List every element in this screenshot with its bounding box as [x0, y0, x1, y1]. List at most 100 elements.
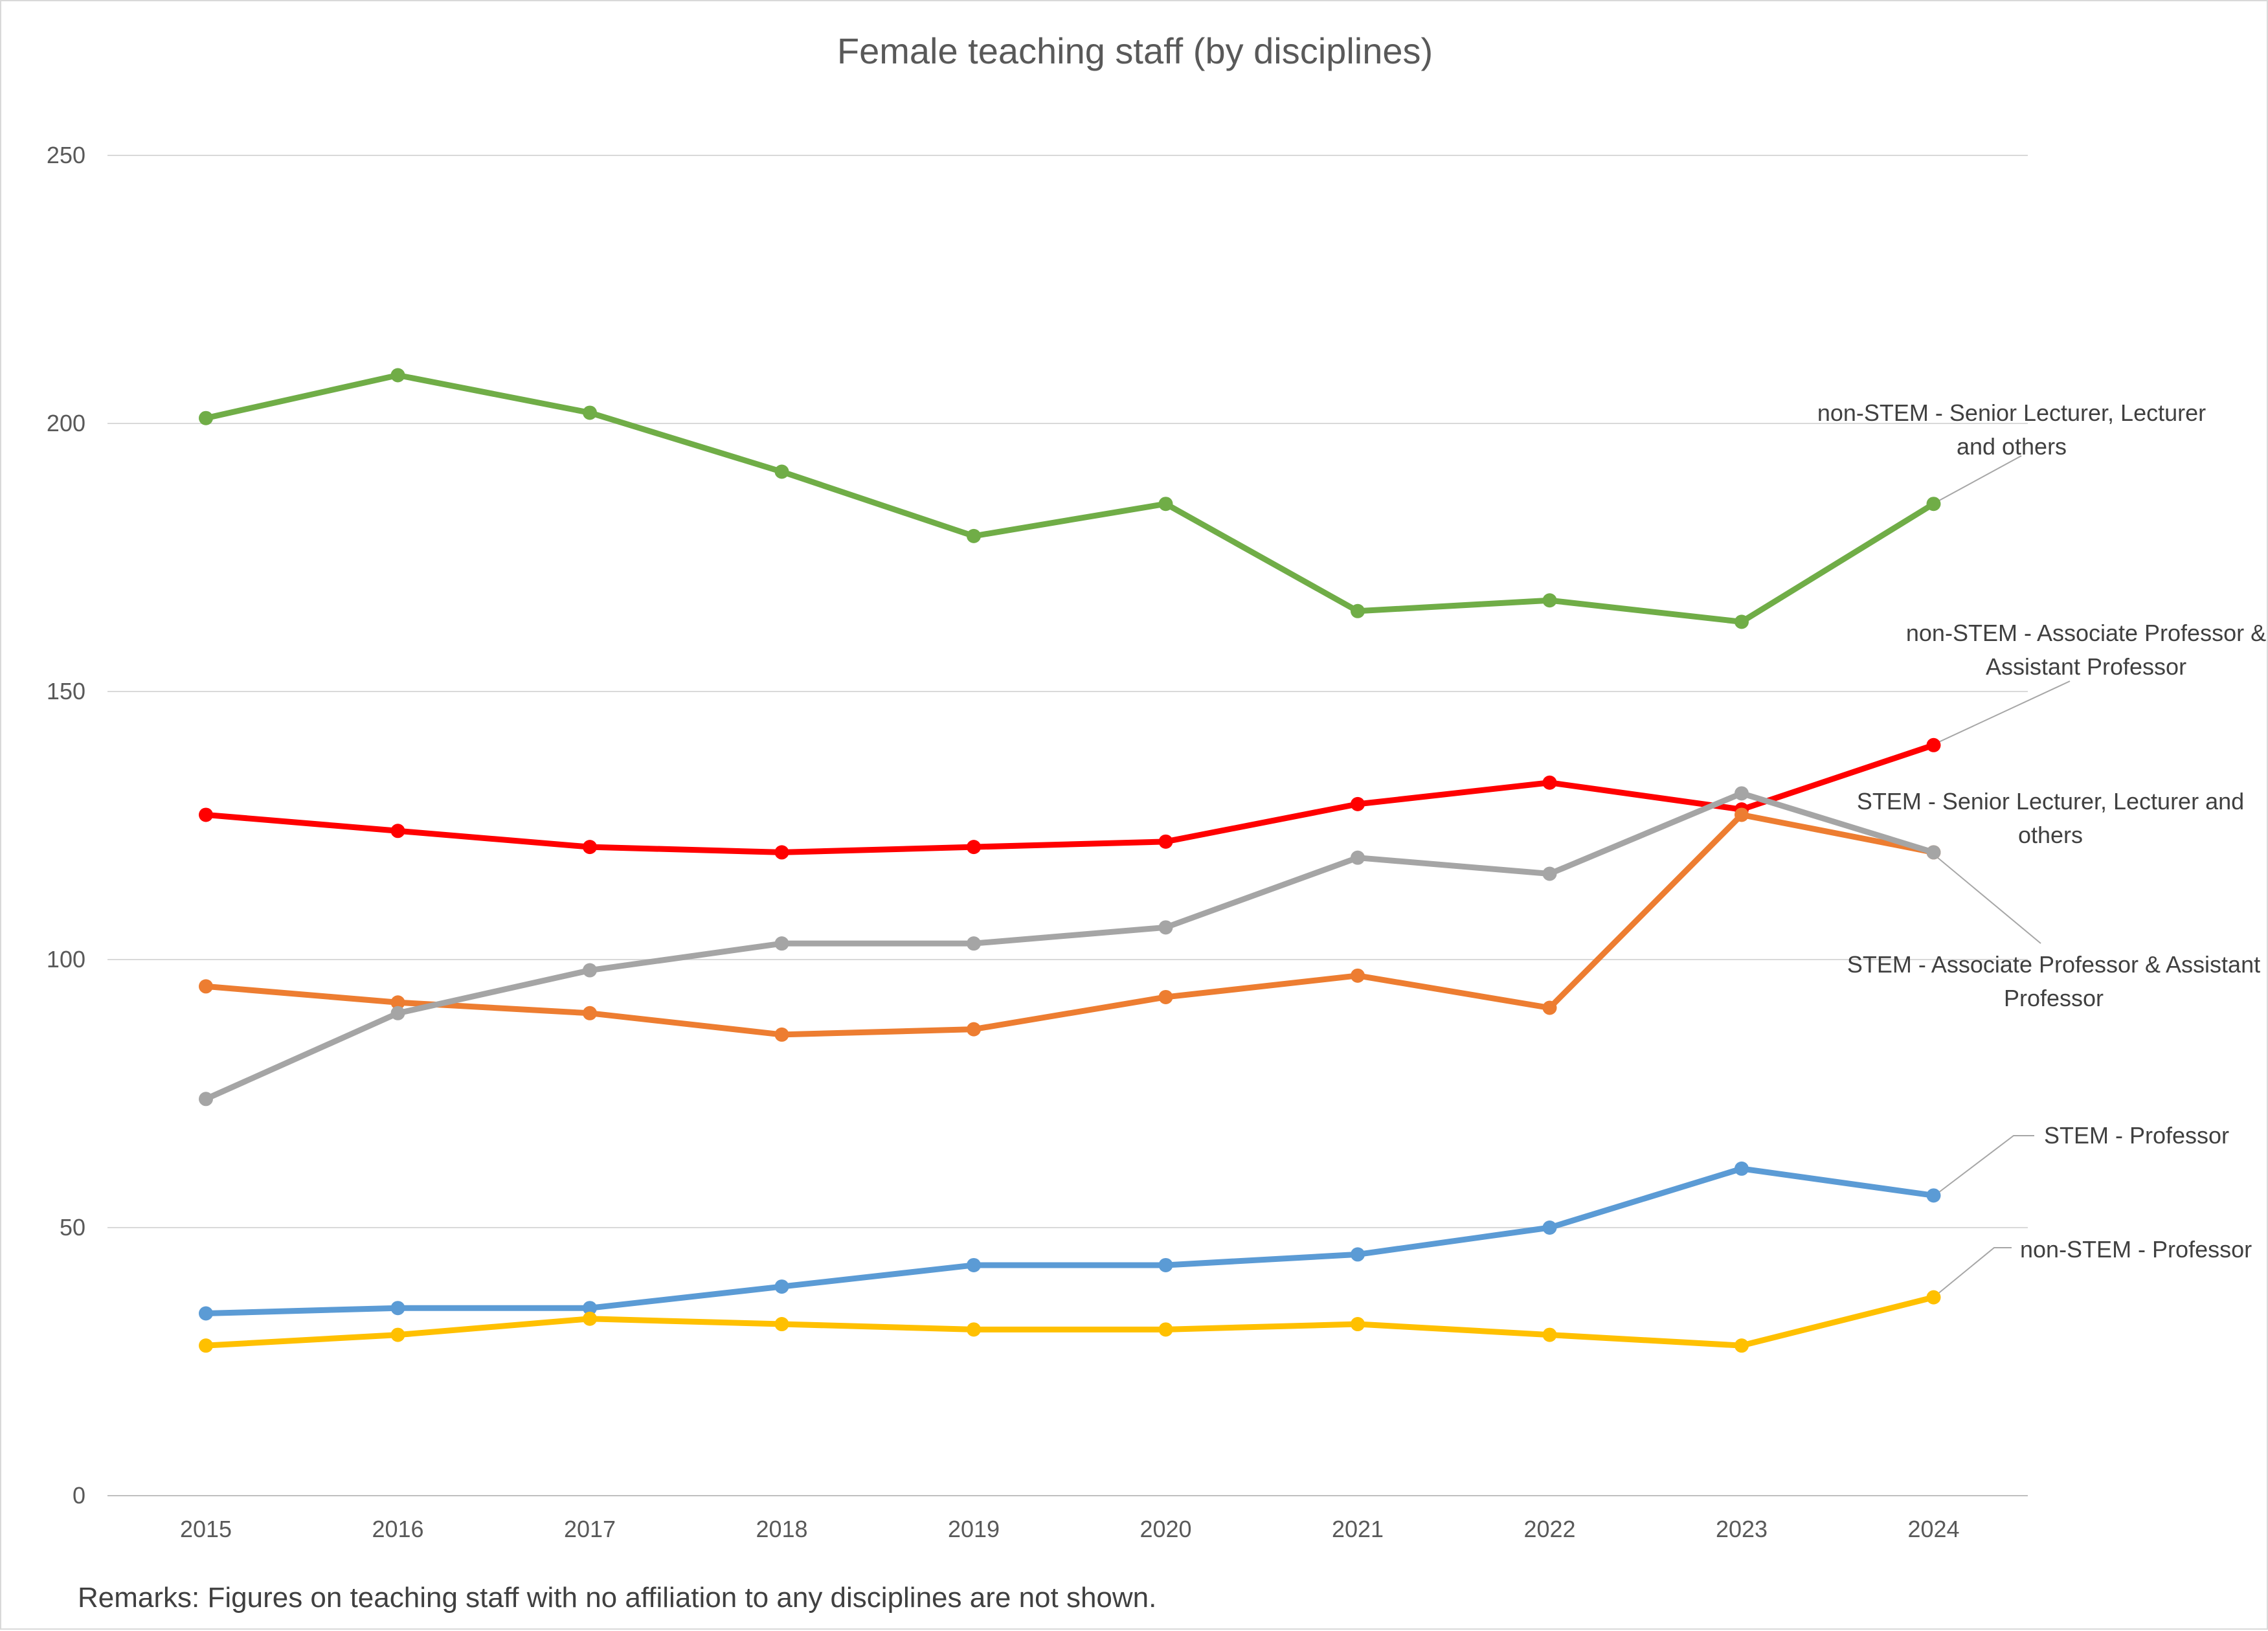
leader-line: [1933, 853, 2041, 944]
series-label-line: STEM - Senior Lecturer, Lecturer and: [1857, 788, 2244, 815]
data-point: [199, 979, 213, 994]
axes: 0 50 100 150 200 250 2015 2016 2017 2018 2019 2020 2…: [47, 142, 2028, 1542]
y-tick-label: 250: [47, 142, 85, 168]
data-point: [1542, 593, 1557, 608]
data-point: [1158, 1257, 1173, 1272]
y-tick-label: 0: [73, 1482, 85, 1509]
data-point: [1542, 1000, 1557, 1015]
data-point: [1735, 614, 1749, 629]
y-tick-label: 50: [60, 1214, 85, 1241]
data-point: [774, 1027, 789, 1042]
data-point: [1351, 603, 1365, 618]
data-point: [1158, 497, 1173, 512]
series-label: STEM - Associate Professor & Assistant Pr…: [1847, 951, 2260, 1011]
data-point: [199, 807, 213, 822]
leader-line: [1933, 455, 2022, 504]
y-tick-label: 100: [47, 946, 85, 973]
data-point: [199, 1092, 213, 1107]
y-tick-label: 150: [47, 678, 85, 704]
data-point: [967, 936, 981, 951]
data-point: [390, 1301, 405, 1316]
series-line: [203, 1294, 1937, 1349]
series-label-line: non-STEM - Associate Professor &: [1906, 620, 2266, 646]
data-point: [390, 1327, 405, 1342]
data-point: [1542, 866, 1557, 881]
series-line: [203, 811, 1937, 1038]
x-tick-label: 2016: [372, 1516, 423, 1542]
leader-line: [1933, 1247, 2012, 1298]
data-point: [583, 405, 597, 420]
series-label: non-STEM - Senior Lecturer, Lecturer and …: [1817, 399, 2206, 460]
data-point: [1542, 1327, 1557, 1342]
data-point: [390, 368, 405, 383]
data-point: [774, 464, 789, 479]
series-label: non-STEM - Associate Professor & Assistan…: [1906, 620, 2266, 680]
x-tick-label: 2020: [1140, 1516, 1191, 1542]
data-point: [774, 1279, 789, 1294]
data-point: [1926, 1290, 1941, 1305]
data-point: [774, 845, 789, 860]
series-labels: non-STEM - Senior Lecturer, Lecturer and …: [1817, 399, 2266, 1263]
x-tick-label: 2019: [948, 1516, 1000, 1542]
series-label-line: non-STEM - Professor: [2020, 1236, 2252, 1263]
series-label-line: STEM - Associate Professor & Assistant: [1847, 951, 2260, 978]
data-point: [1735, 807, 1749, 822]
data-point: [390, 1006, 405, 1020]
data-point: [583, 963, 597, 978]
series-label-line: Professor: [2004, 985, 2104, 1011]
data-point: [1351, 1247, 1365, 1262]
series-label-line: non-STEM - Senior Lecturer, Lecturer: [1817, 399, 2206, 426]
data-point: [199, 1338, 213, 1353]
data-point: [1926, 845, 1941, 860]
data-point: [1735, 786, 1749, 801]
x-tick-label: 2017: [564, 1516, 616, 1542]
data-point: [1158, 834, 1173, 849]
series-label-line: others: [2018, 822, 2083, 848]
series-label-line: STEM - Professor: [2044, 1122, 2229, 1149]
series-label: STEM - Senior Lecturer, Lecturer and othe…: [1857, 788, 2244, 848]
data-point: [1158, 920, 1173, 935]
data-point: [1735, 1161, 1749, 1176]
series-line: [203, 790, 1937, 1102]
series-line: [203, 1165, 1937, 1316]
data-point: [583, 1311, 597, 1326]
chart-title: Female teaching staff (by disciplines): [837, 30, 1433, 71]
data-point: [583, 840, 597, 855]
data-point: [1926, 737, 1941, 752]
data-point: [967, 1322, 981, 1337]
data-point: [1542, 775, 1557, 790]
data-point: [1926, 1188, 1941, 1203]
series-line: [203, 372, 1937, 625]
data-point: [390, 995, 405, 1010]
gridlines: [107, 155, 2028, 1228]
data-point: [390, 824, 405, 838]
data-point: [1351, 1317, 1365, 1332]
data-point: [199, 411, 213, 425]
x-tick-label: 2023: [1716, 1516, 1768, 1542]
data-point: [1158, 989, 1173, 1004]
data-point: [1735, 1338, 1749, 1353]
remarks-note: Remarks: Figures on teaching staff with …: [78, 1582, 1156, 1614]
data-point: [774, 936, 789, 951]
data-point: [1351, 850, 1365, 865]
data-point: [1542, 1220, 1557, 1235]
data-point: [1926, 497, 1941, 512]
series-label: STEM - Professor: [2044, 1122, 2229, 1149]
label-leader-lines: [1933, 455, 2071, 1298]
x-tick-label: 2022: [1523, 1516, 1575, 1542]
data-point: [583, 1301, 597, 1316]
data-point: [199, 1306, 213, 1321]
series-label-line: Assistant Professor: [1986, 653, 2186, 680]
series-label: non-STEM - Professor: [2020, 1236, 2252, 1263]
data-point: [583, 1006, 597, 1020]
x-tick-label: 2021: [1332, 1516, 1384, 1542]
series-label-line: and others: [1957, 433, 2067, 460]
series-line: [203, 742, 1937, 855]
series-lines: [199, 368, 1941, 1353]
data-point: [1158, 1322, 1173, 1337]
data-point: [1351, 968, 1365, 983]
data-point: [967, 528, 981, 543]
data-point: [1351, 796, 1365, 811]
